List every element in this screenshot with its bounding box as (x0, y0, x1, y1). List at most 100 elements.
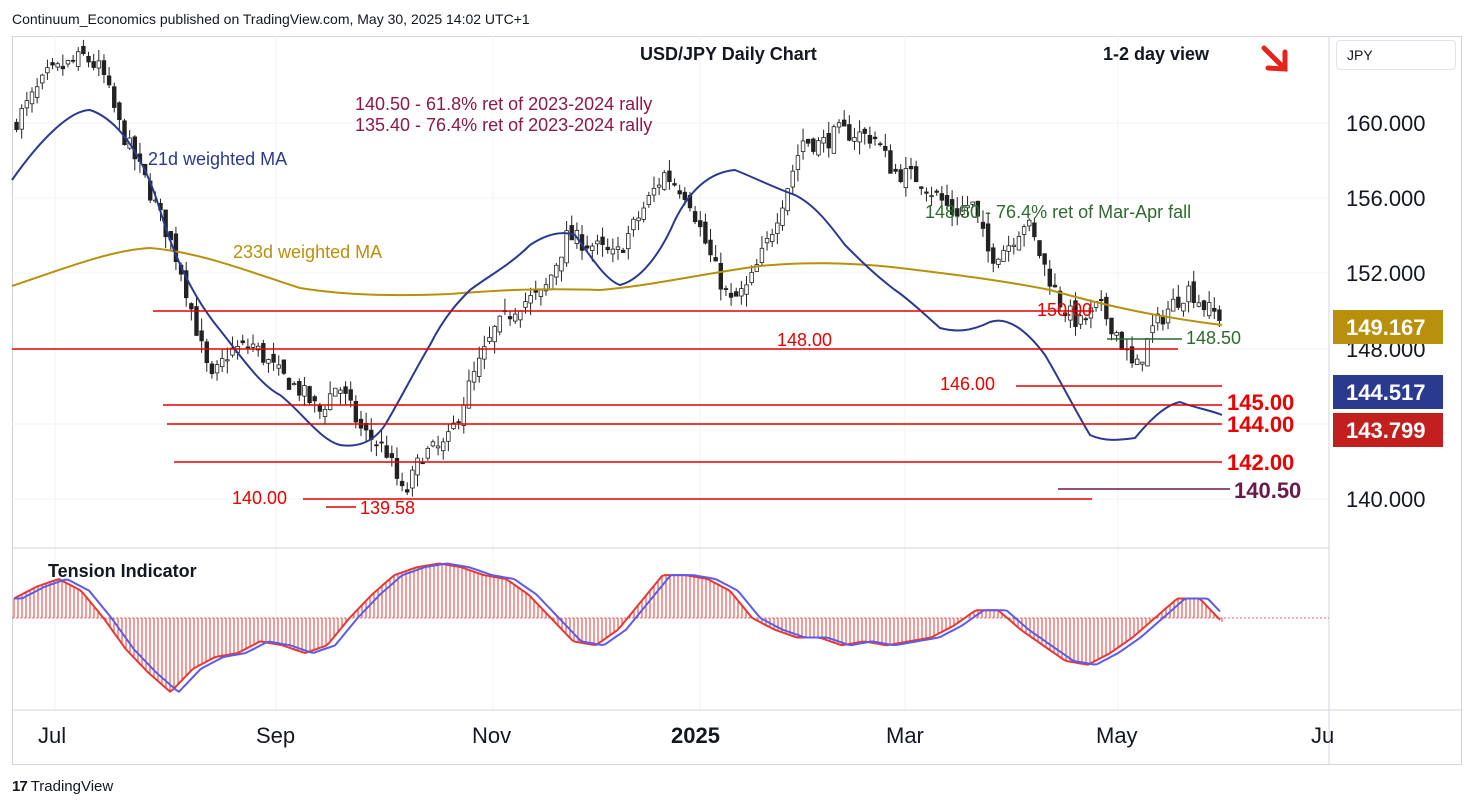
candle-body (1129, 346, 1135, 364)
support-resistance-lines (12, 310, 1230, 508)
candle-body (214, 364, 220, 374)
candle-body (446, 431, 451, 442)
candle-body (836, 122, 842, 128)
candle-body (718, 263, 724, 290)
candle-body (662, 172, 667, 190)
candle-body (615, 246, 621, 250)
candle-body (1006, 245, 1011, 252)
time-axis[interactable]: Jul Sep Nov 2025 Mar May Ju (38, 723, 1334, 748)
candle-body (348, 389, 353, 401)
mar-apr-note: 148.50 - 76.4% ret of Mar-Apr fall (925, 202, 1191, 222)
candle-body (821, 137, 826, 144)
x-tick-2025: 2025 (671, 723, 720, 748)
candle-body (333, 387, 338, 397)
publish-header: Continuum_Economics published on Trading… (12, 11, 530, 27)
candle-body (1191, 281, 1196, 303)
candle-body (590, 245, 595, 251)
candle-body (322, 408, 328, 418)
candle-body (934, 190, 939, 193)
candle-body (1011, 244, 1017, 247)
candle-body (420, 462, 425, 465)
candle-body (45, 67, 50, 74)
candle-body (944, 195, 950, 206)
candle-body (297, 381, 302, 396)
candle-body (40, 74, 45, 84)
candle-body (949, 199, 955, 215)
y-tick-156: 156.000 (1346, 186, 1426, 211)
candle-body (1109, 317, 1114, 335)
candle-body (327, 393, 333, 411)
candle-body (1021, 226, 1027, 235)
candle-body (271, 353, 276, 363)
tradingview-logo-text: TradingView (30, 778, 114, 795)
candle-body (1150, 325, 1155, 334)
candle-body (523, 301, 528, 308)
candle-body (1016, 236, 1022, 251)
candle-body (276, 364, 281, 369)
candle-body (225, 359, 230, 362)
candle-body (410, 469, 415, 489)
candle-body (939, 193, 945, 201)
candle-body (1099, 298, 1104, 302)
candle-body (872, 136, 878, 140)
candle-body (507, 316, 513, 320)
candle-body (456, 421, 461, 424)
candle-body (255, 345, 261, 351)
candle-body (800, 140, 806, 152)
candle-body (266, 359, 271, 364)
candle-body (353, 400, 359, 423)
candle-body (883, 145, 888, 151)
candle-body (728, 292, 734, 298)
candle-body (55, 63, 60, 68)
candle-body (708, 239, 713, 256)
candle-body (924, 191, 929, 194)
ma21-line (11, 108, 1223, 447)
candle-body (811, 138, 816, 152)
candle-body (569, 225, 574, 241)
candle-body (122, 120, 127, 146)
candle-body (1181, 302, 1186, 312)
candle-body (343, 386, 348, 394)
candle-body (70, 59, 76, 62)
candle-body (749, 271, 754, 283)
tradingview-logo[interactable]: 17 TradingView (12, 778, 113, 795)
candle-body (219, 358, 225, 368)
candle-body (81, 45, 86, 55)
candle-body (482, 346, 487, 360)
candle-body (913, 166, 919, 183)
candle-body (245, 346, 251, 349)
candle-body (29, 91, 35, 105)
candle-body (394, 457, 400, 479)
candle-body (826, 132, 831, 149)
candle-body (831, 126, 837, 154)
price-axis[interactable]: 160.000 156.000 152.000 148.000 140.000 (1346, 111, 1426, 512)
candle-body (600, 236, 605, 245)
candle-body (960, 206, 965, 215)
candle-body (34, 86, 40, 98)
x-tick-jun: Ju (1311, 723, 1334, 748)
candle-body (877, 143, 883, 146)
candle-body (204, 341, 209, 364)
candle-body (96, 60, 102, 69)
badge-ma233: 149.167 (1346, 315, 1426, 340)
candle-body (1037, 240, 1042, 257)
candle-body (430, 441, 436, 447)
symbol-currency-box[interactable]: JPY (1336, 40, 1456, 70)
candle-body (955, 208, 960, 217)
candle-body (518, 310, 523, 321)
candle-body (1078, 315, 1083, 325)
candle-body (1186, 285, 1191, 303)
candle-body (1176, 296, 1181, 308)
candle-body (857, 131, 862, 143)
candle-body (399, 480, 405, 487)
candle-body (76, 51, 81, 67)
badge-ma21: 144.517 (1346, 380, 1426, 405)
candle-body (1104, 296, 1109, 320)
candle-body (754, 264, 759, 272)
badge-ma21-bg (1333, 375, 1443, 409)
candle-body (970, 201, 975, 205)
candle-body (461, 404, 466, 426)
candle-body (584, 245, 590, 249)
candle-body (744, 284, 749, 295)
